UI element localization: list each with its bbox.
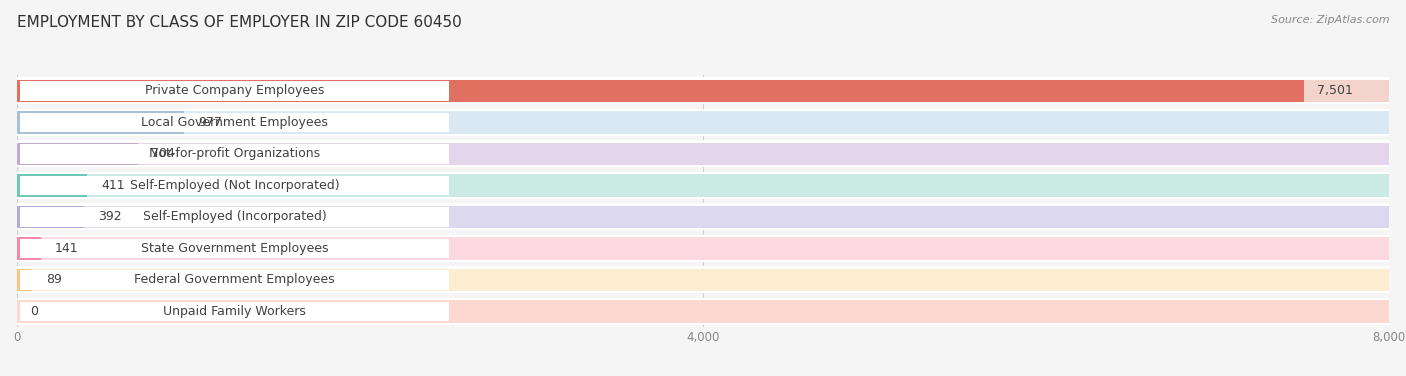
Bar	[17, 235, 1389, 262]
Bar	[17, 80, 1303, 102]
Bar	[17, 80, 1389, 102]
Bar	[17, 237, 41, 260]
Bar	[17, 206, 84, 228]
Bar	[17, 109, 1389, 136]
Bar	[17, 143, 138, 165]
Text: State Government Employees: State Government Employees	[141, 242, 329, 255]
Bar	[20, 270, 449, 290]
Text: Local Government Employees: Local Government Employees	[141, 116, 328, 129]
Bar	[17, 266, 1389, 293]
Bar	[20, 207, 449, 227]
Bar	[17, 237, 1389, 260]
Text: Self-Employed (Incorporated): Self-Employed (Incorporated)	[143, 211, 326, 223]
Text: 141: 141	[55, 242, 79, 255]
Text: Self-Employed (Not Incorporated): Self-Employed (Not Incorporated)	[129, 179, 339, 192]
Bar	[20, 302, 449, 321]
Text: 977: 977	[198, 116, 222, 129]
Bar	[20, 81, 449, 101]
Bar	[20, 113, 449, 132]
Bar	[20, 239, 449, 258]
Bar	[17, 268, 32, 291]
Bar	[17, 172, 1389, 199]
Text: EMPLOYMENT BY CLASS OF EMPLOYER IN ZIP CODE 60450: EMPLOYMENT BY CLASS OF EMPLOYER IN ZIP C…	[17, 15, 461, 30]
Text: Unpaid Family Workers: Unpaid Family Workers	[163, 305, 307, 318]
Bar	[20, 144, 449, 164]
Bar	[17, 203, 1389, 230]
Text: Federal Government Employees: Federal Government Employees	[135, 273, 335, 287]
Bar	[20, 176, 449, 195]
Text: Private Company Employees: Private Company Employees	[145, 85, 325, 97]
Text: 7,501: 7,501	[1317, 85, 1353, 97]
Bar	[17, 77, 1389, 105]
Text: 411: 411	[101, 179, 125, 192]
Text: 89: 89	[46, 273, 62, 287]
Text: 0: 0	[31, 305, 38, 318]
Bar	[17, 298, 1389, 325]
Bar	[17, 268, 1389, 291]
Text: Not-for-profit Organizations: Not-for-profit Organizations	[149, 147, 321, 161]
Bar	[17, 174, 1389, 197]
Bar	[17, 300, 1389, 323]
Text: 704: 704	[152, 147, 176, 161]
Bar	[17, 111, 184, 134]
Bar	[17, 140, 1389, 167]
Text: 392: 392	[98, 211, 121, 223]
Text: Source: ZipAtlas.com: Source: ZipAtlas.com	[1271, 15, 1389, 25]
Bar	[17, 206, 1389, 228]
Bar	[17, 143, 1389, 165]
Bar	[17, 111, 1389, 134]
Bar	[17, 174, 87, 197]
